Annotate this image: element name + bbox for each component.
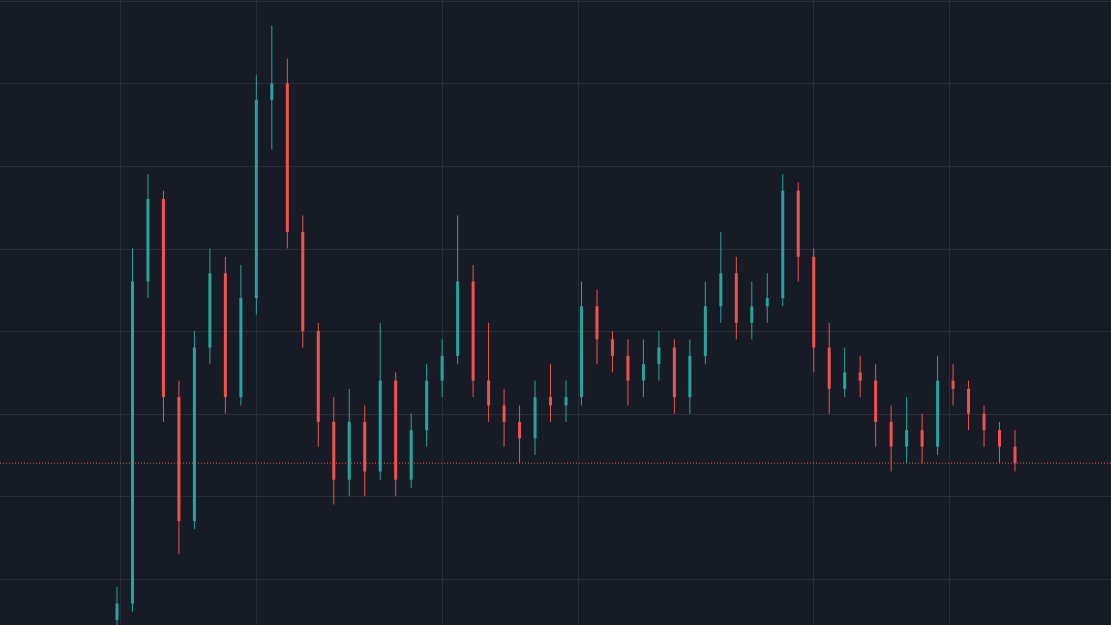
candle-body (657, 347, 661, 365)
candle-body (827, 347, 831, 389)
candle-body (812, 256, 816, 348)
candle-body (549, 397, 553, 406)
candle-body (487, 380, 491, 406)
candle-body (781, 190, 785, 299)
candle-body (595, 306, 599, 340)
candle-body (208, 273, 212, 348)
candle-body (301, 232, 305, 332)
candle-body (936, 380, 940, 447)
candle-body (409, 430, 413, 480)
candle-body (285, 83, 289, 233)
candle-body (889, 421, 893, 447)
candle-body (456, 281, 460, 356)
candle-body (626, 355, 630, 381)
candle-body (425, 380, 429, 431)
candle-body (874, 380, 878, 422)
candle-body (471, 281, 475, 381)
candle-body (130, 281, 134, 604)
candle-body (394, 380, 398, 480)
candle-body (347, 421, 351, 480)
candle-body (254, 99, 258, 299)
candle-body (765, 298, 769, 307)
candle-body (843, 372, 847, 389)
candle-body (641, 364, 645, 381)
candle-body (1013, 446, 1017, 464)
candle-body (146, 198, 150, 282)
candle-body (223, 273, 227, 398)
candle-body (688, 355, 692, 398)
candle-body (982, 413, 986, 431)
candle-body (610, 339, 614, 356)
candle-body (858, 372, 862, 381)
candle-body (951, 380, 955, 389)
candle-body (998, 430, 1002, 447)
candle-body (750, 306, 754, 323)
candle-body (920, 430, 924, 447)
candle-body (502, 405, 506, 422)
candle-body (967, 388, 971, 414)
candle-body (316, 331, 320, 422)
candle-body (115, 603, 119, 621)
candle-body (363, 421, 367, 472)
candle-body (440, 355, 444, 381)
candle-body (579, 306, 583, 398)
candle-body (177, 397, 181, 521)
candle-body (564, 397, 568, 406)
candle-body (378, 380, 382, 472)
candle-body (703, 306, 707, 356)
candle-body (239, 298, 243, 398)
candle-body (270, 83, 274, 100)
candle-body (796, 190, 800, 257)
candle-body (192, 347, 196, 521)
candle-body (518, 421, 522, 439)
candle-body (734, 273, 738, 323)
candle-body (719, 273, 723, 307)
candle-body (672, 347, 676, 398)
candle-body (161, 198, 165, 398)
candle-body (533, 397, 537, 439)
candle-body (332, 421, 336, 480)
candle-body (905, 430, 909, 447)
